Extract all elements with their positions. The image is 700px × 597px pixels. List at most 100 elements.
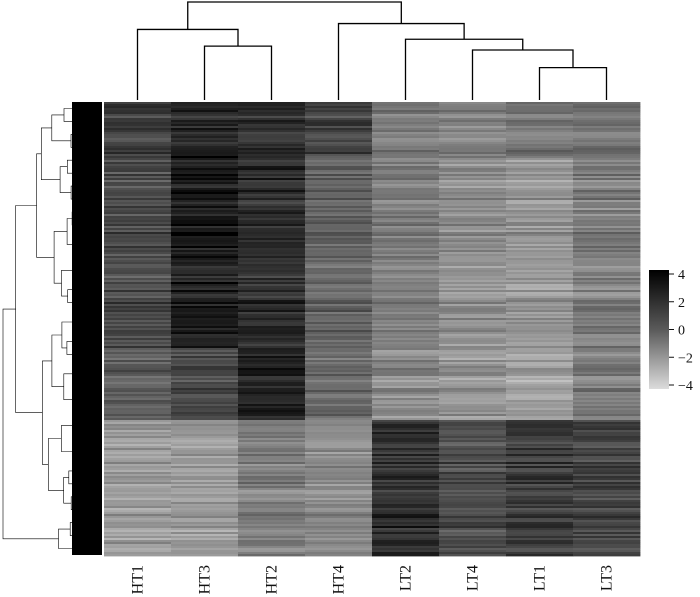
heatmap-cell xyxy=(372,410,440,413)
heatmap-cell xyxy=(238,230,306,233)
heatmap-cell xyxy=(372,290,440,293)
heatmap-cell xyxy=(439,334,507,337)
heatmap-cell xyxy=(372,470,440,473)
heatmap-cell xyxy=(372,196,440,199)
heatmap-cell xyxy=(238,310,306,313)
heatmap-cell xyxy=(171,338,239,341)
heatmap-cell xyxy=(439,456,507,459)
heatmap-cell xyxy=(372,208,440,211)
heatmap-cell xyxy=(372,174,440,177)
heatmap-cell xyxy=(372,386,440,389)
heatmap-cell xyxy=(506,370,574,373)
heatmap-cell xyxy=(238,270,306,273)
heatmap-cell xyxy=(372,332,440,335)
heatmap-cell xyxy=(506,268,574,271)
heatmap-cell xyxy=(506,518,574,521)
heatmap-cell xyxy=(506,176,574,179)
heatmap-cell xyxy=(305,294,373,297)
heatmap-cell xyxy=(171,304,239,307)
heatmap-cell xyxy=(372,382,440,385)
heatmap-cell xyxy=(573,392,641,395)
heatmap-cell xyxy=(506,448,574,451)
heatmap-cell xyxy=(506,418,574,421)
heatmap-cell xyxy=(506,294,574,297)
heatmap-cell xyxy=(104,144,172,147)
heatmap-cell xyxy=(439,396,507,399)
heatmap-cell xyxy=(171,172,239,175)
heatmap-cell xyxy=(238,114,306,117)
heatmap-cell xyxy=(506,132,574,135)
heatmap-cell xyxy=(506,496,574,499)
heatmap-cell xyxy=(439,146,507,149)
heatmap-cell xyxy=(171,300,239,303)
heatmap-cell xyxy=(104,382,172,385)
heatmap-cell xyxy=(573,230,641,233)
heatmap-cell xyxy=(506,510,574,513)
heatmap-cell xyxy=(439,310,507,313)
heatmap-cell xyxy=(305,168,373,171)
heatmap-cell xyxy=(238,248,306,251)
heatmap-cell xyxy=(439,368,507,371)
heatmap-cell xyxy=(104,490,172,493)
heatmap-cell xyxy=(171,162,239,165)
heatmap-cell xyxy=(439,406,507,409)
heatmap-cell xyxy=(171,256,239,259)
heatmap-cell xyxy=(104,248,172,251)
heatmap-cell xyxy=(171,542,239,545)
heatmap-cell xyxy=(439,386,507,389)
heatmap-cell xyxy=(506,462,574,465)
heatmap-cell xyxy=(305,404,373,407)
heatmap-cell xyxy=(573,424,641,427)
heatmap-cell xyxy=(171,200,239,203)
heatmap-cell xyxy=(305,370,373,373)
heatmap-cell xyxy=(104,392,172,395)
heatmap-cell xyxy=(238,554,306,557)
heatmap-cell xyxy=(372,504,440,507)
heatmap-cell xyxy=(506,516,574,519)
heatmap-cell xyxy=(506,110,574,113)
heatmap-cell xyxy=(171,498,239,501)
row-dendrogram-leaves xyxy=(72,102,102,555)
heatmap-cell xyxy=(238,314,306,317)
heatmap-cell xyxy=(372,480,440,483)
heatmap-cell xyxy=(238,226,306,229)
heatmap-cell xyxy=(238,104,306,107)
heatmap-cell xyxy=(439,494,507,497)
heatmap-cell xyxy=(104,474,172,477)
heatmap-cell xyxy=(372,368,440,371)
heatmap-cell xyxy=(171,324,239,327)
heatmap-cell xyxy=(104,356,172,359)
heatmap-cell xyxy=(305,458,373,461)
heatmap-cell xyxy=(104,262,172,265)
heatmap-cell xyxy=(305,376,373,379)
dendrogram-branch xyxy=(404,38,524,100)
heatmap-cell xyxy=(238,210,306,213)
heatmap-cell xyxy=(305,194,373,197)
heatmap-cell xyxy=(104,554,172,557)
heatmap-cell xyxy=(305,282,373,285)
heatmap-cell xyxy=(439,352,507,355)
heatmap-cell xyxy=(305,228,373,231)
heatmap-cell xyxy=(238,308,306,311)
heatmap-cell xyxy=(506,242,574,245)
heatmap-cell xyxy=(104,200,172,203)
heatmap-cell xyxy=(573,286,641,289)
heatmap-cell xyxy=(238,198,306,201)
heatmap-cell xyxy=(238,356,306,359)
heatmap-cell xyxy=(573,512,641,515)
heatmap-cell xyxy=(439,272,507,275)
heatmap-cell xyxy=(171,508,239,511)
heatmap-cell xyxy=(573,440,641,443)
heatmap-cell xyxy=(171,524,239,527)
heatmap-cell xyxy=(305,258,373,261)
heatmap-cell xyxy=(439,442,507,445)
heatmap-cell xyxy=(305,446,373,449)
heatmap-cell xyxy=(506,280,574,283)
heatmap-cell xyxy=(439,414,507,417)
heatmap-cell xyxy=(171,544,239,547)
heatmap-cell xyxy=(305,550,373,553)
heatmap-cell xyxy=(506,244,574,247)
heatmap-cell xyxy=(372,318,440,321)
heatmap-cell xyxy=(573,348,641,351)
heatmap-cell xyxy=(305,420,373,423)
